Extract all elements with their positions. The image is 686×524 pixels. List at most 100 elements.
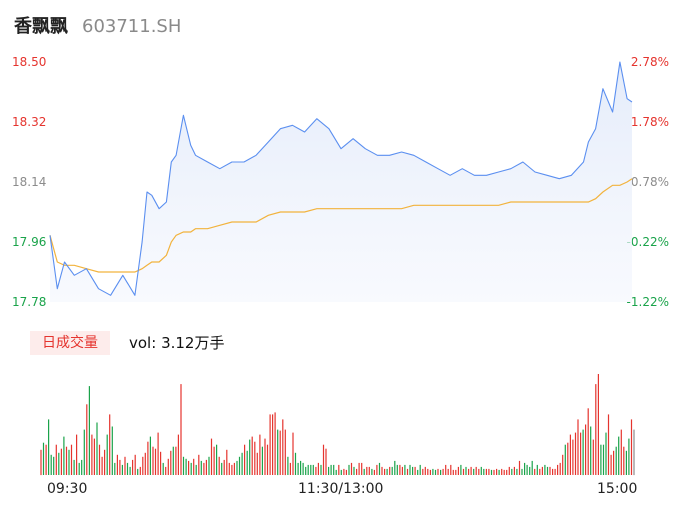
- volume-bar: [116, 454, 118, 475]
- volume-bar: [574, 432, 577, 475]
- volume-bar: [305, 466, 307, 475]
- volume-bar: [417, 469, 419, 475]
- volume-bar: [144, 452, 146, 475]
- volume-bar: [462, 468, 465, 475]
- volume-bar: [488, 468, 490, 475]
- volume-bar: [205, 459, 207, 475]
- volume-bar: [172, 446, 174, 475]
- volume-bar: [58, 452, 60, 475]
- volume-bar: [465, 466, 467, 475]
- volume-bar: [330, 464, 332, 475]
- volume-bar: [363, 468, 365, 475]
- volume-bar: [50, 454, 52, 475]
- volume-bar: [93, 438, 95, 475]
- volume-bar: [490, 469, 493, 475]
- volume-bar: [111, 426, 113, 475]
- x-tick-open: 09:30: [47, 481, 88, 497]
- volume-label: vol:: [129, 334, 157, 352]
- volume-bar: [322, 444, 325, 475]
- volume-bar: [182, 456, 185, 475]
- volume-bar: [437, 468, 439, 475]
- volume-bar: [440, 469, 442, 475]
- volume-bar: [618, 436, 620, 475]
- volume-bar: [557, 464, 559, 475]
- volume-bar: [361, 462, 363, 475]
- volume-bar: [546, 466, 549, 475]
- volume-bar: [315, 466, 317, 475]
- avg-price-line: [49, 178, 633, 273]
- volume-bar: [371, 468, 373, 475]
- volume-bar: [244, 444, 246, 475]
- daily-volume-button[interactable]: 日成交量: [30, 331, 110, 355]
- volume-bar: [289, 462, 291, 475]
- volume-bar: [633, 429, 635, 476]
- volume-bar: [63, 436, 65, 475]
- volume-bar: [121, 464, 123, 475]
- volume-bar: [149, 436, 151, 475]
- volume-bar: [399, 464, 401, 475]
- volume-bar: [384, 468, 386, 475]
- volume-bar: [134, 454, 136, 475]
- volume-bar: [317, 462, 319, 475]
- volume-bar: [132, 459, 134, 475]
- volume-bar: [129, 466, 131, 475]
- volume-bar: [137, 468, 139, 475]
- volume-bar: [170, 450, 172, 475]
- volume-bar: [152, 446, 154, 475]
- volume-bar: [200, 460, 202, 475]
- volume-bar: [353, 466, 355, 475]
- volume-bar: [620, 429, 622, 476]
- volume-bar: [261, 446, 263, 475]
- volume-bar: [142, 456, 144, 475]
- price-plot: [49, 61, 633, 302]
- volume-bar: [328, 466, 330, 475]
- price-area-fill: [50, 62, 632, 302]
- volume-bar: [53, 456, 55, 475]
- volume-bar: [501, 468, 503, 475]
- volume-bar: [109, 414, 111, 475]
- volume-bar: [279, 430, 281, 475]
- volume-bar: [401, 466, 403, 475]
- volume-bar: [569, 434, 571, 475]
- volume-bar: [345, 469, 347, 475]
- volume-bar: [600, 444, 602, 475]
- volume-bar: [154, 448, 157, 475]
- volume-bar: [180, 384, 182, 475]
- chart-title: 香飘飘 603711.SH: [14, 12, 181, 38]
- volume-bar: [91, 434, 93, 475]
- volume-bar: [447, 468, 449, 475]
- volume-bar: [485, 468, 487, 475]
- volume-bar: [343, 468, 345, 475]
- volume-bar: [307, 464, 309, 475]
- volume-bar: [457, 466, 459, 475]
- volume-bar: [597, 374, 599, 475]
- volume-bar: [81, 459, 83, 475]
- volume-bar: [610, 454, 612, 475]
- volume-bar: [96, 422, 98, 475]
- volume-bar: [350, 462, 353, 475]
- volume-bar: [394, 460, 396, 475]
- x-tick-midday: 11:30/13:00: [298, 481, 384, 497]
- volume-bar: [391, 466, 393, 475]
- volume-bar: [254, 441, 256, 475]
- volume-bar: [473, 468, 475, 475]
- volume-bar: [104, 449, 106, 476]
- volume-bar: [506, 469, 508, 475]
- volume-bar: [536, 464, 538, 475]
- y-right-tick-0: 2.78%: [630, 55, 669, 69]
- volume-bar: [427, 468, 429, 475]
- volume-bar: [60, 448, 62, 475]
- y-left-tick-0: 18.50: [12, 55, 47, 69]
- volume-bar: [147, 441, 149, 475]
- volume-bar: [213, 446, 215, 475]
- volume-bar: [429, 469, 431, 475]
- volume-bar: [404, 464, 406, 475]
- volume-bar: [475, 466, 477, 475]
- volume-bar: [126, 462, 129, 475]
- volume-bar: [508, 466, 510, 475]
- volume-bar: [625, 450, 627, 475]
- volume-bar: [65, 446, 68, 475]
- volume-bar: [216, 444, 218, 475]
- volume-bar: [496, 468, 498, 475]
- volume-bar: [78, 462, 80, 475]
